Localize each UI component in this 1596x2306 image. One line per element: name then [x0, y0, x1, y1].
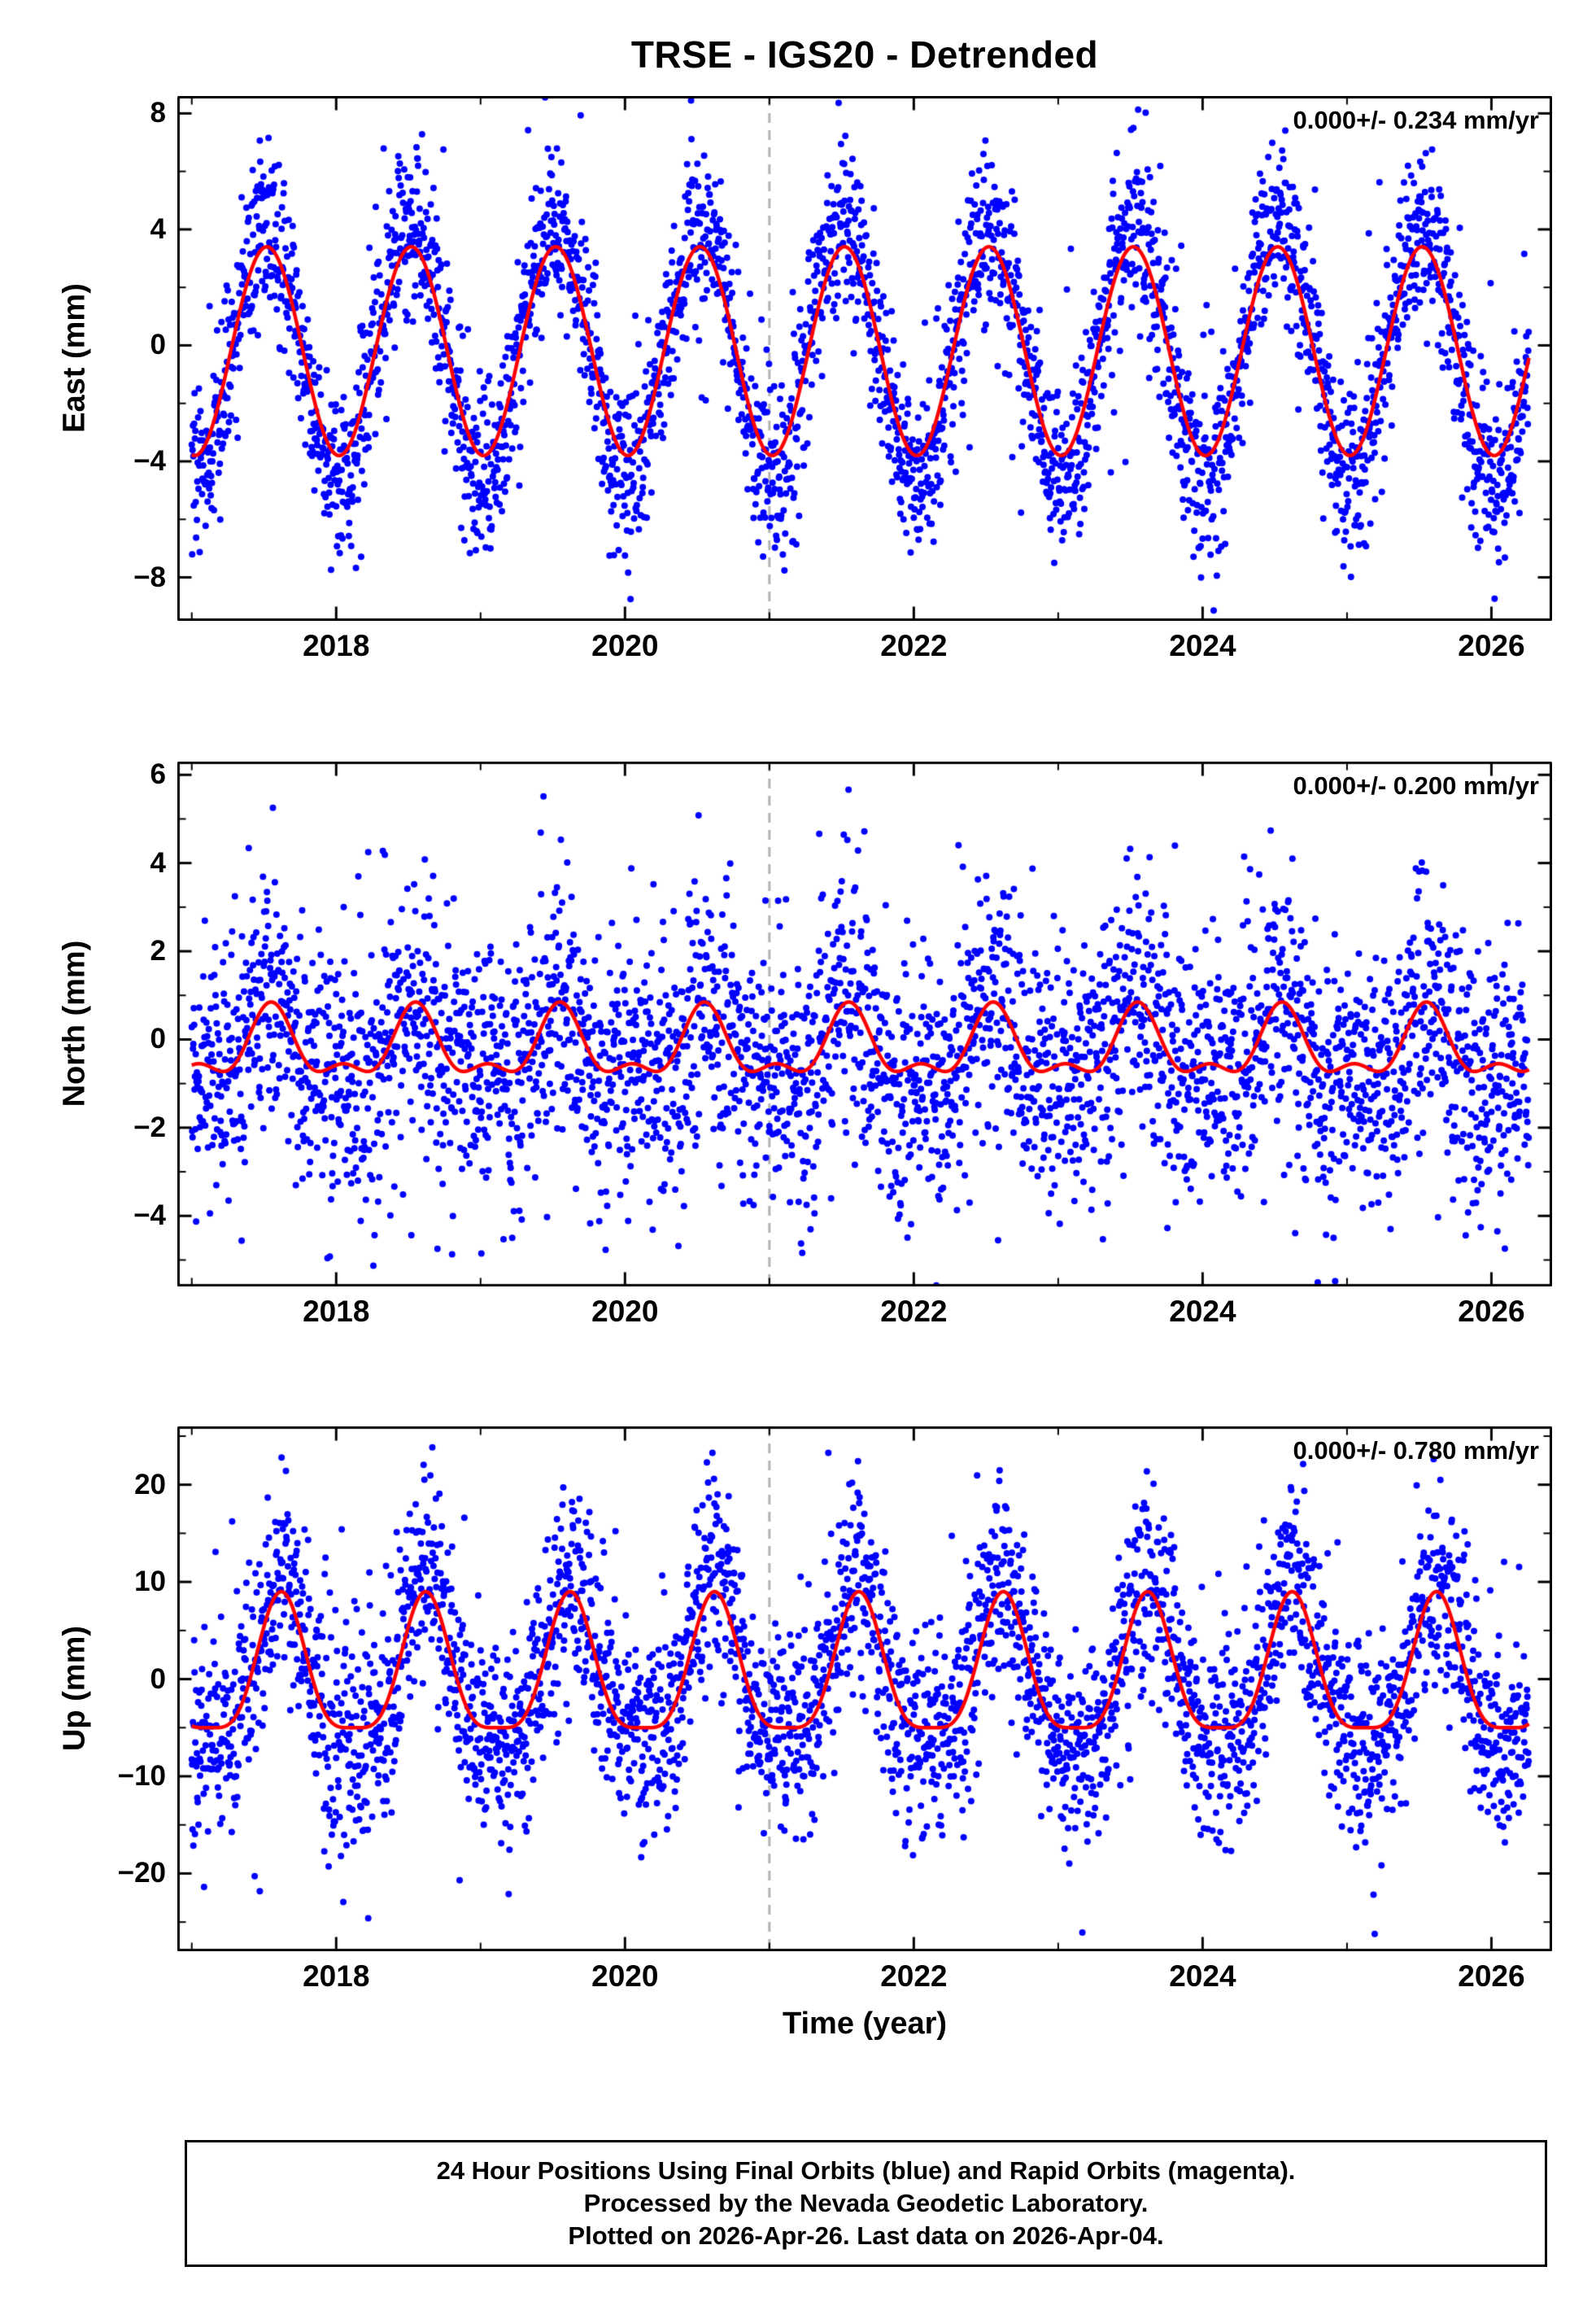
- y-tick-label: 4: [150, 846, 166, 879]
- x-tick-label: 2018: [303, 1959, 370, 1993]
- east-panel: East (mm) 0.000+/- 0.234 mm/yr 2018 2020 2…: [0, 96, 1596, 662]
- caption-box: 24 Hour Positions Using Final Orbits (bl…: [185, 2140, 1547, 2267]
- y-tick-label: −10: [117, 1760, 166, 1792]
- y-tick-label: 4: [150, 212, 166, 245]
- x-tick-label: 2020: [591, 1959, 659, 1993]
- y-tick-label: −4: [133, 1199, 166, 1232]
- x-axis-label: Time (year): [782, 2007, 948, 2041]
- x-tick-label: 2020: [591, 629, 659, 662]
- x-tick-label: 2020: [591, 1295, 659, 1328]
- north-plot-canvas: [177, 762, 1552, 1286]
- x-tick-label: 2024: [1169, 1959, 1236, 1993]
- east-plot-canvas: [177, 96, 1552, 621]
- y-tick-label: 2: [150, 935, 166, 967]
- north-panel: North (mm) 0.000+/- 0.200 mm/yr 2018 2020…: [0, 758, 1596, 1328]
- up-panel: Up (mm) 0.000+/- 0.780 mm/yr 2018 2020 202…: [0, 1426, 1596, 1993]
- x-tick-label: 2022: [880, 1295, 948, 1328]
- x-tick-label: 2022: [880, 629, 948, 662]
- east-axis-label: East (mm): [57, 283, 92, 433]
- y-tick-label: 6: [150, 758, 166, 791]
- x-tick-label: 2026: [1458, 1295, 1525, 1328]
- up-rate-annotation: 0.000+/- 0.780 mm/yr: [1293, 1436, 1539, 1465]
- north-axis-label: North (mm): [57, 940, 92, 1107]
- y-tick-label: −20: [117, 1857, 166, 1889]
- y-tick-label: 0: [150, 1662, 166, 1695]
- caption-line-1: 24 Hour Positions Using Final Orbits (bl…: [436, 2156, 1296, 2185]
- y-tick-label: 8: [150, 97, 166, 129]
- x-tick-label: 2026: [1458, 629, 1525, 662]
- caption-line-2: Processed by the Nevada Geodetic Laborat…: [583, 2189, 1149, 2217]
- y-tick-label: −4: [133, 445, 166, 477]
- figure-title: TRSE - IGS20 - Detrended: [630, 33, 1099, 76]
- x-tick-label: 2024: [1169, 1295, 1236, 1328]
- north-rate-annotation: 0.000+/- 0.200 mm/yr: [1293, 771, 1539, 800]
- x-tick-label: 2026: [1458, 1959, 1525, 1993]
- y-tick-label: 10: [134, 1566, 166, 1598]
- x-tick-label: 2022: [880, 1959, 948, 1993]
- up-axis-label: Up (mm): [57, 1625, 92, 1752]
- y-tick-label: −2: [133, 1111, 166, 1143]
- y-tick-label: 0: [150, 1023, 166, 1055]
- east-rate-annotation: 0.000+/- 0.234 mm/yr: [1293, 106, 1539, 134]
- x-tick-label: 2024: [1169, 629, 1236, 662]
- y-tick-label: 20: [134, 1468, 166, 1500]
- y-tick-label: 0: [150, 329, 166, 361]
- y-tick-label: −8: [133, 561, 166, 593]
- x-tick-label: 2018: [303, 629, 370, 662]
- up-plot-canvas: [177, 1426, 1552, 1951]
- x-tick-label: 2018: [303, 1295, 370, 1328]
- caption-line-3: Plotted on 2026-Apr-26. Last data on 202…: [568, 2221, 1164, 2250]
